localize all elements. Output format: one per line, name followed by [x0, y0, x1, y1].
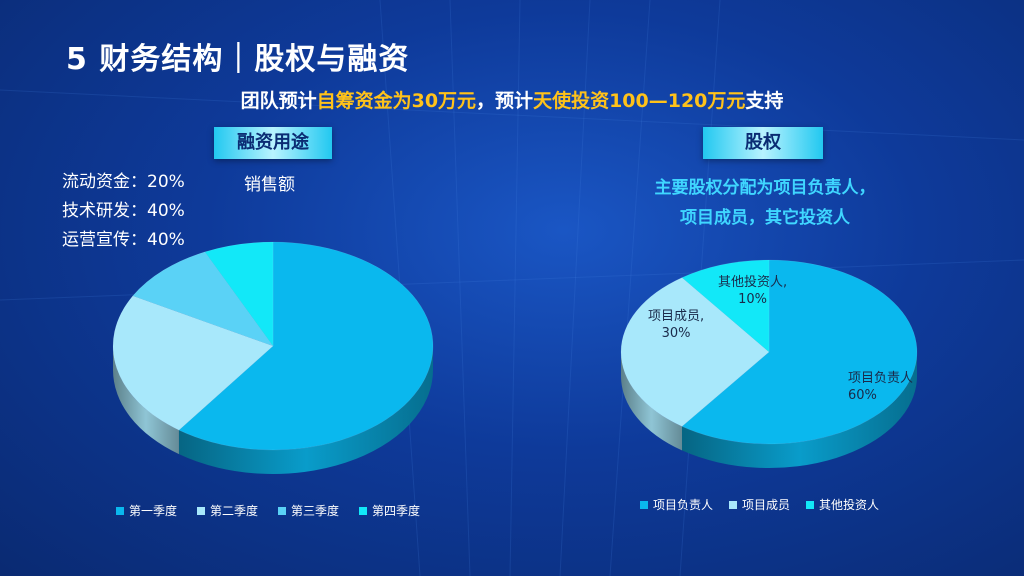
legend-item: 项目负责人 [640, 496, 713, 513]
legend-item: 其他投资人 [806, 496, 879, 513]
pie-slice-项目成员 [620, 277, 770, 427]
pie-data-label: 项目负责人 60% [848, 370, 914, 404]
page-title: 5 财务结构｜股权与融资 [66, 42, 410, 77]
legend-swatch [640, 500, 648, 509]
legend-item: 项目成员 [729, 496, 790, 513]
pie-slice-第三季度 [132, 251, 274, 347]
equity-note: 主要股权分配为项目负责人， 项目成员，其它投资人 [600, 173, 930, 233]
legend-swatch [806, 500, 815, 509]
legend-item: 第二季度 [197, 502, 258, 519]
pie-data-label-name: 项目负责人 [848, 371, 914, 386]
pie-slice-第四季度 [204, 241, 274, 347]
pie-chart-0 [112, 241, 434, 474]
legend-label: 第四季度 [372, 504, 421, 518]
equity-tag: 股权 [703, 127, 823, 159]
legend-item: 第三季度 [278, 502, 339, 519]
pie-data-label-value: 60% [848, 388, 877, 403]
legend-swatch [359, 506, 368, 515]
legend-label: 第一季度 [129, 504, 178, 518]
pie-chart-1 [620, 259, 918, 468]
equity-note-line: 主要股权分配为项目负责人， [654, 178, 876, 198]
fund-use-item: 流动资金：20% [62, 172, 185, 192]
legend-swatch [197, 506, 206, 515]
pie-data-label-name: 其他投资人, [718, 275, 788, 290]
legend-swatch [116, 506, 124, 515]
legend-label: 项目成员 [742, 498, 791, 512]
pie-data-label-value: 10% [738, 292, 768, 307]
fund-uses-list: 流动资金：20% 技术研发：40% 运营宣传：40% [62, 168, 185, 255]
pie-slice-项目负责人 [681, 259, 918, 445]
left-chart-title: 销售额 [244, 175, 295, 195]
legend-item: 第一季度 [116, 502, 177, 519]
subtitle-highlight: 天使投资100—120万元 [533, 90, 746, 112]
page-subtitle: 团队预计自筹资金为30万元，预计天使投资100—120万元支持 [0, 86, 1024, 113]
legend-label: 第三季度 [291, 504, 340, 518]
fund-use-item: 运营宣传：40% [62, 230, 185, 250]
pie-side-第一季度 [178, 346, 433, 474]
legend-label: 其他投资人 [819, 498, 880, 512]
pie-slice-第一季度 [178, 241, 434, 451]
legend-swatch [729, 500, 738, 509]
pie-data-label-value: 30% [661, 326, 691, 341]
pie-side-项目负责人 [682, 352, 917, 468]
pie-slice-其他投资人 [681, 259, 770, 353]
pie-data-label: 其他投资人, 10% [718, 274, 787, 308]
pie-data-label-name: 项目成员, [648, 309, 705, 324]
legend-swatch [278, 506, 287, 515]
legend-item: 第四季度 [359, 502, 420, 519]
right-chart-legend: 项目负责人 项目成员 其他投资人 [640, 496, 879, 513]
subtitle-part: 团队预计 [240, 90, 317, 112]
pie-side-第二季度 [113, 346, 179, 455]
equity-note-line: 项目成员，其它投资人 [680, 208, 850, 228]
funding-use-tag: 融资用途 [214, 127, 332, 159]
pie-data-label: 项目成员, 30% [648, 308, 704, 342]
left-chart-legend: 第一季度 第二季度 第三季度 第四季度 [116, 502, 420, 519]
subtitle-part: 支持 [745, 90, 784, 112]
legend-label: 第二季度 [210, 504, 259, 518]
legend-label: 项目负责人 [653, 498, 714, 512]
subtitle-highlight: 自筹资金为30万元 [316, 90, 477, 112]
fund-use-item: 技术研发：40% [62, 201, 185, 221]
pie-slice-第二季度 [112, 295, 274, 431]
pie-side-项目成员 [621, 352, 683, 451]
subtitle-part: ，预计 [476, 90, 534, 112]
